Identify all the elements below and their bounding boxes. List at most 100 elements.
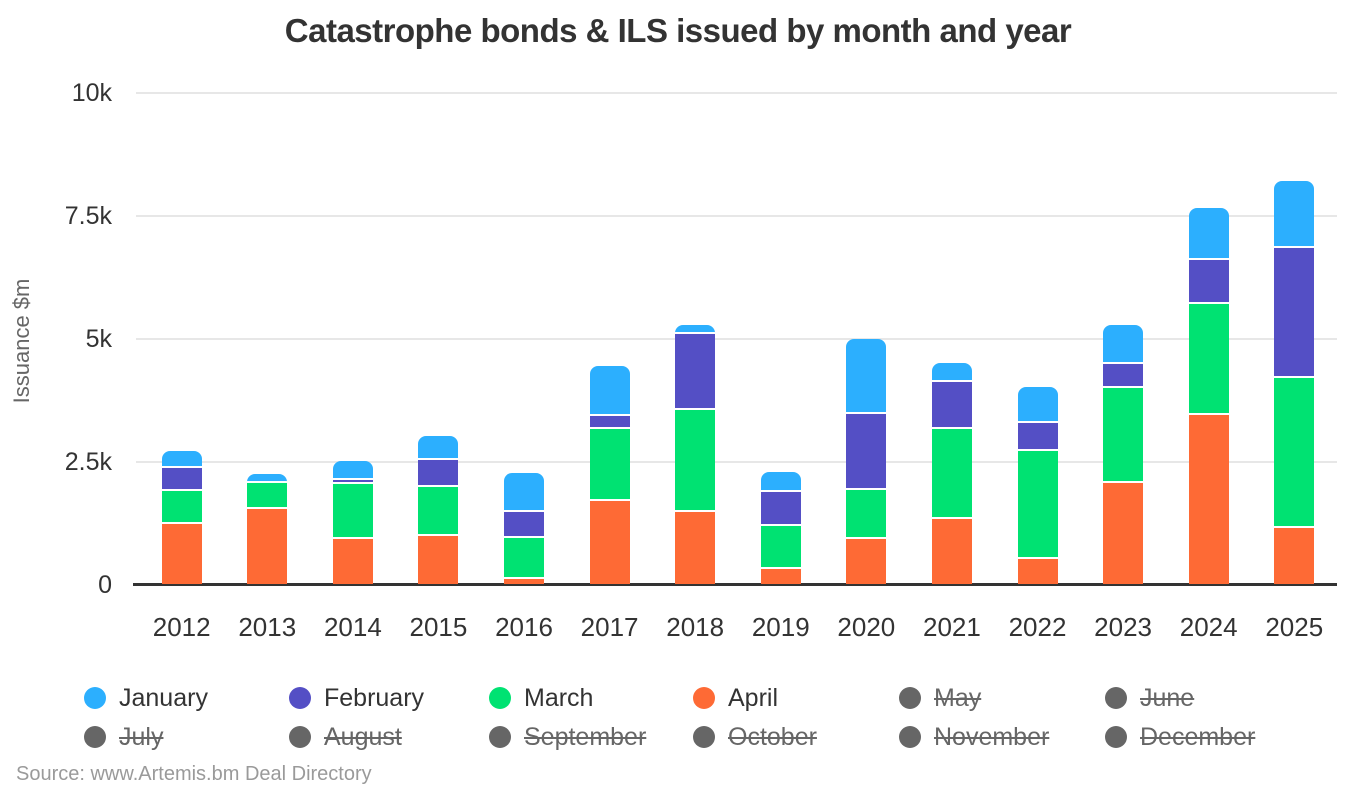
legend-label-august: August [324, 722, 402, 751]
bar-segment-april-2020[interactable] [846, 538, 887, 585]
bar-segment-january-2021[interactable] [931, 363, 972, 383]
legend-item-february[interactable]: February [289, 680, 424, 716]
y-tick-label-7.5k: 7.5k [64, 201, 112, 230]
bar-segment-march-2022[interactable] [1017, 451, 1058, 559]
legend-marker-icon-september [489, 726, 511, 748]
legend-marker-icon-april [693, 687, 715, 709]
bar-segment-april-2014[interactable] [332, 539, 373, 585]
bar-segment-january-2025[interactable] [1274, 181, 1315, 248]
legend-marker-icon-january [84, 687, 106, 709]
bar-segment-march-2019[interactable] [760, 526, 801, 570]
x-axis-line [133, 583, 1337, 586]
bar-segment-february-2016[interactable] [504, 511, 545, 539]
legend-label-march: March [524, 683, 594, 712]
legend-label-may: May [934, 683, 982, 712]
legend-item-january[interactable]: January [84, 680, 208, 716]
bar-segment-april-2023[interactable] [1103, 483, 1144, 585]
bar-segment-march-2017[interactable] [589, 429, 630, 501]
legend-label-february: February [324, 683, 425, 712]
legend-item-october[interactable]: October [693, 719, 817, 755]
bar-segment-february-2021[interactable] [931, 382, 972, 430]
bar-segment-march-2020[interactable] [846, 489, 887, 539]
bar-segment-march-2014[interactable] [332, 484, 373, 540]
bar-segment-february-2014[interactable] [332, 479, 373, 485]
legend-item-march[interactable]: March [489, 680, 593, 716]
legend-item-june[interactable]: June [1105, 680, 1194, 716]
bar-segment-february-2025[interactable] [1274, 247, 1315, 379]
legend-label-january: January [119, 683, 208, 712]
bar-segment-february-2015[interactable] [418, 460, 459, 487]
bar-segment-february-2020[interactable] [846, 413, 887, 490]
bar-segment-february-2019[interactable] [760, 492, 801, 526]
bar-segment-january-2018[interactable] [675, 324, 716, 335]
bar-segment-february-2017[interactable] [589, 416, 630, 430]
bar-segment-january-2012[interactable] [161, 451, 202, 468]
legend-label-june: June [1140, 683, 1195, 712]
bar-segment-april-2018[interactable] [675, 512, 716, 585]
bar-segment-march-2023[interactable] [1103, 388, 1144, 484]
bar-segment-april-2019[interactable] [760, 569, 801, 585]
bar-segment-january-2024[interactable] [1188, 208, 1229, 261]
x-axis-label-2022: 2022 [1008, 612, 1067, 642]
x-axis-label-2016: 2016 [495, 612, 553, 642]
bar-segment-february-2023[interactable] [1103, 364, 1144, 389]
legend-label-september: September [524, 722, 647, 751]
bar-segment-january-2016[interactable] [504, 472, 545, 512]
bar-segment-march-2012[interactable] [161, 491, 202, 524]
bar-segment-february-2022[interactable] [1017, 423, 1058, 452]
bar-segment-january-2015[interactable] [418, 436, 459, 461]
bar-segment-march-2024[interactable] [1188, 303, 1229, 415]
legend-marker-icon-november [899, 726, 921, 748]
bar-segment-april-2015[interactable] [418, 535, 459, 585]
bar-segment-march-2025[interactable] [1274, 378, 1315, 529]
legend-label-november: November [934, 722, 1050, 751]
x-axis-label-2020: 2020 [837, 612, 896, 642]
bar-segment-april-2021[interactable] [931, 518, 972, 585]
bar-segment-february-2018[interactable] [675, 334, 716, 410]
bar-segment-january-2013[interactable] [247, 473, 288, 484]
legend-marker-icon-march [489, 687, 511, 709]
x-axis-label-2021: 2021 [922, 612, 981, 642]
legend-marker-icon-june [1105, 687, 1127, 709]
bar-segment-march-2015[interactable] [418, 486, 459, 536]
x-axis-label-2025: 2025 [1265, 612, 1324, 642]
bar-segment-march-2016[interactable] [504, 538, 545, 579]
x-axis-label-2013: 2013 [238, 612, 297, 642]
legend-marker-icon-august [289, 726, 311, 748]
bar-segment-march-2018[interactable] [675, 410, 716, 512]
bar-segment-april-2013[interactable] [247, 509, 288, 585]
bar-segment-march-2021[interactable] [931, 429, 972, 519]
legend-item-november[interactable]: November [899, 719, 1049, 755]
bar-segment-february-2012[interactable] [161, 468, 202, 492]
legend-marker-icon-july [84, 726, 106, 748]
legend-marker-icon-december [1105, 726, 1127, 748]
grid-line-5k [136, 337, 1337, 340]
legend-item-august[interactable]: August [289, 719, 402, 755]
bar-segment-march-2013[interactable] [247, 483, 288, 510]
bar-segment-april-2012[interactable] [161, 523, 202, 585]
legend-label-july: July [119, 722, 164, 751]
legend-item-april[interactable]: April [693, 680, 778, 716]
bar-segment-january-2023[interactable] [1103, 324, 1144, 365]
bar-segment-april-2017[interactable] [589, 500, 630, 585]
y-tick-label-0: 0 [98, 570, 112, 599]
bar-segment-january-2022[interactable] [1017, 387, 1058, 424]
legend-item-may[interactable]: May [899, 680, 981, 716]
bar-segment-april-2024[interactable] [1188, 414, 1229, 585]
legend-item-december[interactable]: December [1105, 719, 1255, 755]
grid-line-7.5k [136, 214, 1337, 217]
legend-marker-icon-february [289, 687, 311, 709]
source-credit: Source: www.Artemis.bm Deal Directory [16, 763, 372, 785]
bar-segment-april-2022[interactable] [1017, 558, 1058, 585]
bar-segment-january-2019[interactable] [760, 471, 801, 493]
legend-item-september[interactable]: September [489, 719, 646, 755]
bar-segment-january-2020[interactable] [846, 339, 887, 414]
bar-segment-january-2017[interactable] [589, 366, 630, 417]
bar-segment-april-2016[interactable] [504, 578, 545, 585]
grid-line-2.5k [136, 460, 1337, 463]
bar-segment-april-2025[interactable] [1274, 528, 1315, 585]
bar-segment-february-2024[interactable] [1188, 260, 1229, 304]
bar-segment-january-2014[interactable] [332, 460, 373, 480]
legend-item-july[interactable]: July [84, 719, 163, 755]
